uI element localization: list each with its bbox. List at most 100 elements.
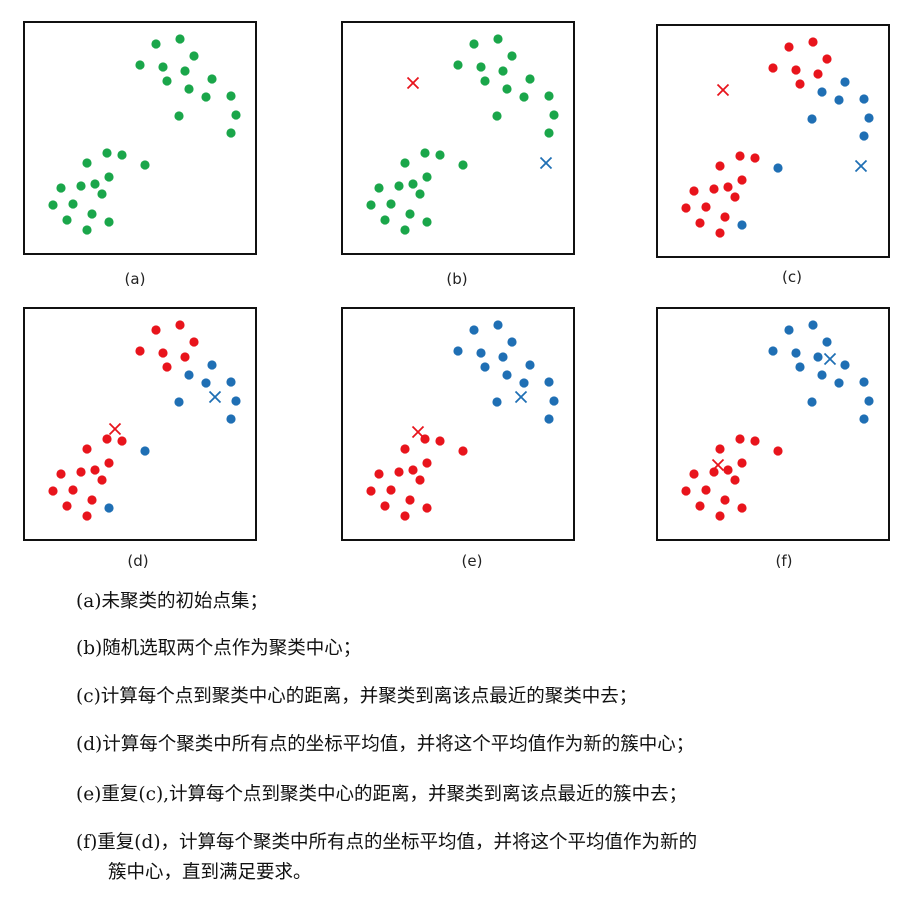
red-point <box>405 495 415 505</box>
panel-e <box>341 307 575 541</box>
green-point <box>374 183 384 193</box>
green-point <box>366 200 376 210</box>
red-centroid-cross-icon <box>406 76 420 90</box>
green-point <box>415 189 425 199</box>
red-point <box>750 436 760 446</box>
red-point <box>784 42 794 52</box>
green-point <box>480 76 490 86</box>
blue-point <box>840 360 850 370</box>
red-point <box>394 467 404 477</box>
green-point <box>386 199 396 209</box>
blue-centroid-cross-icon <box>539 156 553 170</box>
blue-point <box>807 397 817 407</box>
blue-centroid-cross-icon <box>514 390 528 404</box>
red-point <box>737 458 747 468</box>
blue-point <box>498 352 508 362</box>
blue-point <box>226 414 236 424</box>
blue-point <box>737 220 747 230</box>
green-point <box>151 39 161 49</box>
red-point <box>737 175 747 185</box>
red-point <box>62 501 72 511</box>
green-point <box>422 172 432 182</box>
green-point <box>117 150 127 160</box>
green-point <box>420 148 430 158</box>
red-point <box>97 475 107 485</box>
red-point <box>48 486 58 496</box>
green-point <box>48 200 58 210</box>
blue-point <box>507 337 517 347</box>
caption-c: (c)计算每个点到聚类中心的距离，并聚类到离该点最近的聚类中去； <box>76 682 896 712</box>
red-centroid-cross-icon <box>711 458 725 472</box>
red-point <box>715 511 725 521</box>
green-point <box>102 148 112 158</box>
green-point <box>104 172 114 182</box>
red-point <box>715 228 725 238</box>
panel-a-plot <box>48 34 241 235</box>
green-point <box>135 60 145 70</box>
red-point <box>723 182 733 192</box>
red-point <box>701 485 711 495</box>
red-point <box>422 503 432 513</box>
blue-point <box>859 414 869 424</box>
blue-point <box>502 370 512 380</box>
green-point <box>400 225 410 235</box>
green-point <box>231 110 241 120</box>
red-point <box>715 444 725 454</box>
green-point <box>400 158 410 168</box>
blue-point <box>859 94 869 104</box>
green-point <box>476 62 486 72</box>
panel-b-plot <box>366 34 559 235</box>
green-point <box>226 128 236 138</box>
blue-point <box>207 360 217 370</box>
blue-point <box>476 348 486 358</box>
panel-d-plot <box>48 320 241 521</box>
red-point <box>458 446 468 456</box>
blue-point <box>140 446 150 456</box>
green-point <box>453 60 463 70</box>
blue-point <box>492 397 502 407</box>
panel-d <box>23 307 257 541</box>
panel-b <box>341 21 575 255</box>
blue-point <box>768 346 778 356</box>
caption-f-continuation: 簇中心，直到满足要求。 <box>108 862 312 883</box>
blue-point <box>519 378 529 388</box>
red-point <box>720 212 730 222</box>
blue-point <box>773 163 783 173</box>
red-point <box>135 346 145 356</box>
panel-a <box>23 21 257 255</box>
panel-f <box>656 307 890 541</box>
blue-point <box>813 352 823 362</box>
blue-point <box>469 325 479 335</box>
blue-point <box>784 325 794 335</box>
caption-e-text: (e)重复(c),计算每个点到聚类中心的距离，并聚类到离该点最近的簇中去； <box>76 784 688 805</box>
green-point <box>158 62 168 72</box>
red-point <box>791 65 801 75</box>
panel-c <box>656 24 890 258</box>
blue-point <box>104 503 114 513</box>
red-point <box>189 337 199 347</box>
red-point <box>76 467 86 477</box>
green-point <box>180 66 190 76</box>
red-centroid-cross-icon <box>716 83 730 97</box>
green-point <box>435 150 445 160</box>
green-point <box>189 51 199 61</box>
panel-e-plot <box>366 320 559 521</box>
green-point <box>498 66 508 76</box>
red-point <box>82 511 92 521</box>
green-point <box>492 111 502 121</box>
red-point <box>422 458 432 468</box>
green-point <box>140 160 150 170</box>
green-point <box>544 128 554 138</box>
green-point <box>62 215 72 225</box>
green-point <box>201 92 211 102</box>
red-point <box>681 486 691 496</box>
red-point <box>689 186 699 196</box>
blue-centroid-cross-icon <box>823 352 837 366</box>
green-point <box>90 179 100 189</box>
red-point <box>56 469 66 479</box>
red-point <box>735 151 745 161</box>
panel-label-a: (a) <box>124 270 146 288</box>
blue-point <box>525 360 535 370</box>
caption-e: (e)重复(c),计算每个点到聚类中心的距离，并聚类到离该点最近的簇中去； <box>76 780 896 810</box>
blue-point <box>822 337 832 347</box>
